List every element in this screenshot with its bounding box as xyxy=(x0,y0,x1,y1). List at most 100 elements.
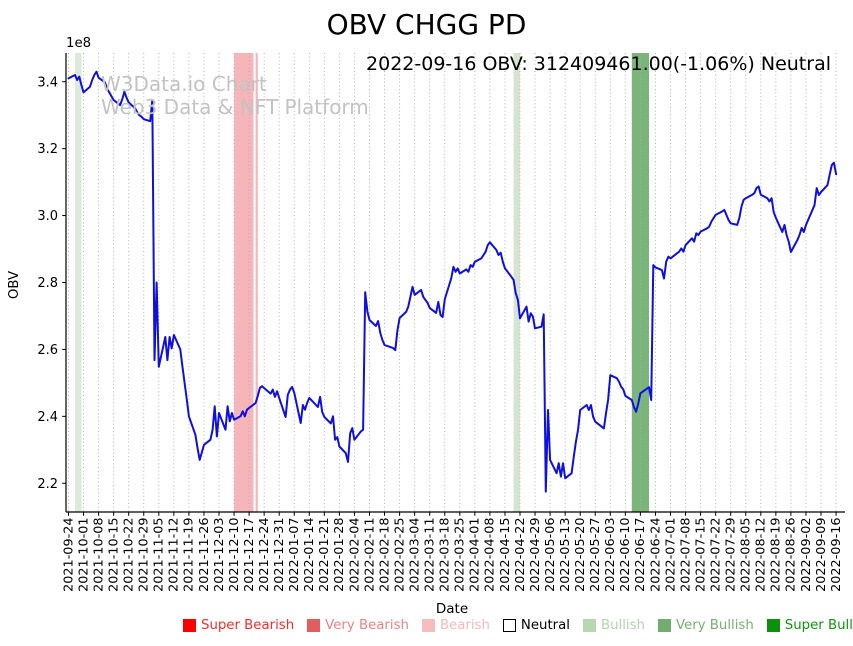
signal-bands xyxy=(75,53,649,512)
x-tick-label: 2022-09-02 xyxy=(799,518,814,592)
x-tick-label: 2022-06-10 xyxy=(618,518,633,592)
x-tick-label: 2022-08-05 xyxy=(739,518,754,592)
legend-swatch-neutral xyxy=(502,619,516,632)
x-tick-label: 2021-10-15 xyxy=(106,518,121,592)
signal-band-bearish xyxy=(234,53,254,512)
x-tick-label: 2021-12-03 xyxy=(212,518,227,592)
legend-label-neutral: Neutral xyxy=(520,618,570,633)
legend-item-very-bullish: Very Bullish xyxy=(657,618,754,633)
x-tick-label: 2022-03-18 xyxy=(438,518,453,592)
legend-swatch-super-bearish xyxy=(183,619,196,632)
x-tick-label: 2022-04-15 xyxy=(498,518,513,592)
x-tick-label: 2022-05-20 xyxy=(573,518,588,592)
legend-label-very-bearish: Very Bearish xyxy=(325,618,409,633)
x-tick-labels: 2021-09-24 2021-10-01 2021-10-08 2021-10-15… xyxy=(61,512,844,592)
x-tick-label: 2022-06-03 xyxy=(603,518,618,592)
x-axis-label: Date xyxy=(436,601,468,617)
x-tick-label: 2021-12-17 xyxy=(242,518,257,592)
watermark-line-2: Web3 Data & NFT Platform xyxy=(101,95,369,119)
x-tick-label: 2021-10-08 xyxy=(91,518,106,592)
y-tick-label: 2.8 xyxy=(37,276,58,291)
axes-spines xyxy=(65,53,845,513)
y-tick-label: 2.4 xyxy=(37,410,58,425)
y-tick-label: 3.4 xyxy=(37,75,58,90)
x-tick-label: 2022-07-08 xyxy=(678,518,693,592)
x-tick-label: 2022-02-25 xyxy=(392,518,407,592)
x-tick-label: 2022-03-11 xyxy=(423,518,438,592)
watermark-line-1: W3Data.io Chart xyxy=(101,72,267,96)
signal-band-bullish xyxy=(513,53,520,512)
legend-item-super-bullish: Super Bullish xyxy=(766,618,853,633)
signal-band-bearish xyxy=(255,53,258,512)
x-tick-label: 2022-06-24 xyxy=(648,518,663,592)
latest-value-annotation: 2022-09-16 OBV: 312409461.00(-1.06%) Neu… xyxy=(366,53,831,75)
x-tick-label: 2021-11-26 xyxy=(197,518,212,592)
x-tick-label: 2022-04-22 xyxy=(513,518,528,592)
y-axis-offset-label: 1e8 xyxy=(66,36,91,51)
legend: Super Bearish Very Bearish Bearish Neutral B… xyxy=(183,618,853,633)
legend-swatch-very-bullish xyxy=(657,619,671,632)
x-tick-label: 2022-07-15 xyxy=(693,518,708,592)
x-tick-label: 2021-11-05 xyxy=(152,518,167,592)
x-tick-label: 2022-07-22 xyxy=(708,518,723,592)
watermark: W3Data.io Chart Web3 Data & NFT Platform xyxy=(101,73,369,119)
x-tick-label: 2021-12-24 xyxy=(257,518,272,592)
x-tick-label: 2022-09-16 xyxy=(829,518,844,592)
y-tick-label: 3.2 xyxy=(37,142,58,157)
gridlines xyxy=(68,53,837,512)
x-tick-label: 2022-07-01 xyxy=(663,518,678,592)
legend-label-very-bullish: Very Bullish xyxy=(675,618,754,633)
x-tick-label: 2022-08-19 xyxy=(769,518,784,592)
x-tick-label: 2022-02-18 xyxy=(377,518,392,592)
y-tick-label: 2.2 xyxy=(37,477,58,492)
y-tick-label: 3.0 xyxy=(37,209,58,224)
chart-title: OBV CHGG PD xyxy=(326,8,527,41)
x-tick-label: 2022-06-17 xyxy=(633,518,648,592)
signal-band-bullish xyxy=(75,53,82,512)
x-tick-label: 2022-01-07 xyxy=(287,518,302,592)
legend-label-bullish: Bullish xyxy=(600,618,645,633)
x-tick-label: 2022-01-28 xyxy=(332,518,347,592)
y-tick-label: 2.6 xyxy=(37,343,58,358)
x-tick-label: 2022-02-04 xyxy=(347,518,362,592)
legend-item-bearish: Bearish xyxy=(421,618,490,633)
obv-line xyxy=(67,70,838,493)
y-axis-label: OBV xyxy=(7,271,22,299)
legend-item-super-bearish: Super Bearish xyxy=(183,618,294,633)
x-tick-label: 2021-10-29 xyxy=(137,518,152,592)
legend-label-super-bearish: Super Bearish xyxy=(201,618,295,633)
x-tick-label: 2022-08-12 xyxy=(754,518,769,592)
legend-swatch-very-bearish xyxy=(307,619,321,632)
x-tick-label: 2022-09-09 xyxy=(814,518,829,592)
signal-band-very-bullish xyxy=(631,53,649,512)
x-tick-label: 2021-11-19 xyxy=(182,518,197,592)
x-tick-label: 2021-10-01 xyxy=(76,518,91,592)
x-tick-label: 2021-12-10 xyxy=(227,518,242,592)
legend-item-bullish: Bullish xyxy=(582,618,645,633)
x-tick-label: 2022-07-29 xyxy=(724,518,739,592)
x-tick-label: 2022-04-01 xyxy=(468,518,483,592)
x-tick-label: 2022-04-08 xyxy=(483,518,498,592)
legend-item-neutral: Neutral xyxy=(502,618,570,633)
x-tick-label: 2022-04-29 xyxy=(528,518,543,592)
x-tick-label: 2021-10-22 xyxy=(122,518,137,592)
x-tick-label: 2022-02-11 xyxy=(362,518,377,592)
legend-label-super-bullish: Super Bullish xyxy=(784,618,853,633)
x-tick-label: 2021-12-31 xyxy=(272,518,287,592)
x-tick-label: 2022-03-04 xyxy=(407,518,422,592)
x-tick-label: 2022-05-06 xyxy=(543,518,558,592)
x-tick-label: 2022-03-25 xyxy=(453,518,468,592)
legend-swatch-bearish xyxy=(421,619,435,632)
x-tick-label: 2022-01-14 xyxy=(302,518,317,592)
x-tick-label: 2022-08-26 xyxy=(784,518,799,592)
x-tick-label: 2021-11-12 xyxy=(167,518,182,592)
x-tick-label: 2022-01-21 xyxy=(317,518,332,592)
x-tick-label: 2022-05-13 xyxy=(558,518,573,592)
y-tick-labels: 2.2 2.4 2.6 2.8 3.0 3.2 3.4 xyxy=(37,75,66,492)
legend-swatch-super-bullish xyxy=(766,619,780,632)
legend-swatch-bullish xyxy=(582,619,596,632)
x-tick-label: 2022-05-27 xyxy=(588,518,603,592)
legend-item-very-bearish: Very Bearish xyxy=(307,618,409,633)
x-tick-label: 2021-09-24 xyxy=(61,518,76,592)
